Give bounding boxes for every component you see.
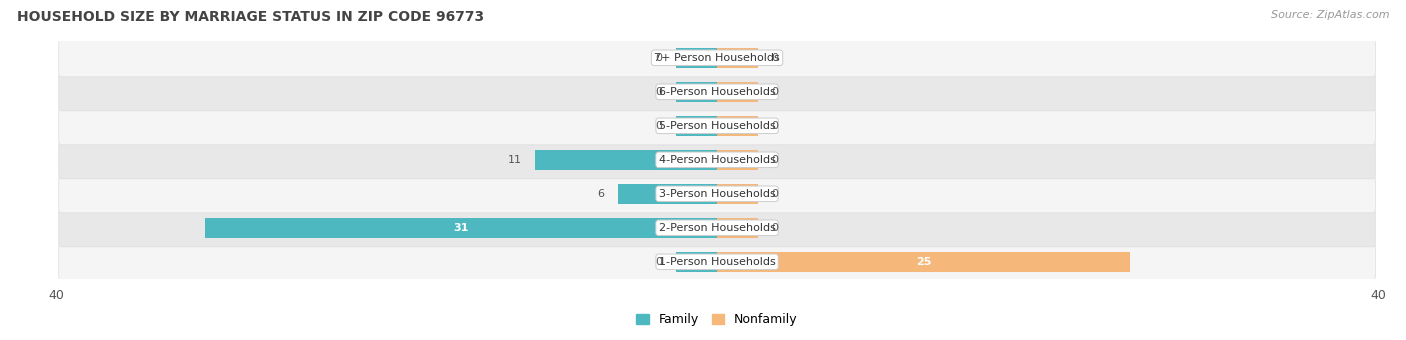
- Text: 2-Person Households: 2-Person Households: [658, 223, 776, 233]
- Text: 0: 0: [772, 53, 779, 63]
- Text: 25: 25: [915, 257, 931, 267]
- Text: 0: 0: [655, 121, 662, 131]
- Text: Source: ZipAtlas.com: Source: ZipAtlas.com: [1271, 10, 1389, 20]
- FancyBboxPatch shape: [59, 141, 1375, 179]
- Text: 7+ Person Households: 7+ Person Households: [654, 53, 780, 63]
- Text: 3-Person Households: 3-Person Households: [658, 189, 776, 199]
- Text: 0: 0: [772, 155, 779, 165]
- Bar: [717, 218, 758, 238]
- Bar: [717, 184, 758, 204]
- Legend: Family, Nonfamily: Family, Nonfamily: [631, 308, 803, 331]
- Bar: [717, 82, 758, 102]
- Bar: [205, 218, 717, 238]
- Text: 31: 31: [453, 223, 468, 233]
- FancyBboxPatch shape: [59, 243, 1375, 281]
- Text: 0: 0: [772, 121, 779, 131]
- Text: 0: 0: [772, 223, 779, 233]
- Bar: [676, 116, 717, 136]
- FancyBboxPatch shape: [59, 107, 1375, 145]
- Text: 11: 11: [508, 155, 522, 165]
- Text: 0: 0: [772, 87, 779, 97]
- Bar: [617, 184, 717, 204]
- FancyBboxPatch shape: [59, 73, 1375, 111]
- Text: 6: 6: [598, 189, 605, 199]
- Bar: [676, 48, 717, 68]
- Text: 0: 0: [655, 257, 662, 267]
- Bar: [676, 252, 717, 272]
- Text: 1-Person Households: 1-Person Households: [658, 257, 776, 267]
- Bar: [676, 82, 717, 102]
- Text: HOUSEHOLD SIZE BY MARRIAGE STATUS IN ZIP CODE 96773: HOUSEHOLD SIZE BY MARRIAGE STATUS IN ZIP…: [17, 10, 484, 24]
- Bar: [717, 150, 758, 170]
- FancyBboxPatch shape: [59, 39, 1375, 77]
- Text: 0: 0: [772, 189, 779, 199]
- Bar: [717, 116, 758, 136]
- FancyBboxPatch shape: [59, 175, 1375, 213]
- Bar: [717, 48, 758, 68]
- Text: 4-Person Households: 4-Person Households: [658, 155, 776, 165]
- FancyBboxPatch shape: [59, 209, 1375, 247]
- Bar: [717, 252, 1130, 272]
- Text: 0: 0: [655, 87, 662, 97]
- Text: 0: 0: [655, 53, 662, 63]
- Text: 6-Person Households: 6-Person Households: [658, 87, 776, 97]
- Text: 5-Person Households: 5-Person Households: [658, 121, 776, 131]
- Bar: [536, 150, 717, 170]
